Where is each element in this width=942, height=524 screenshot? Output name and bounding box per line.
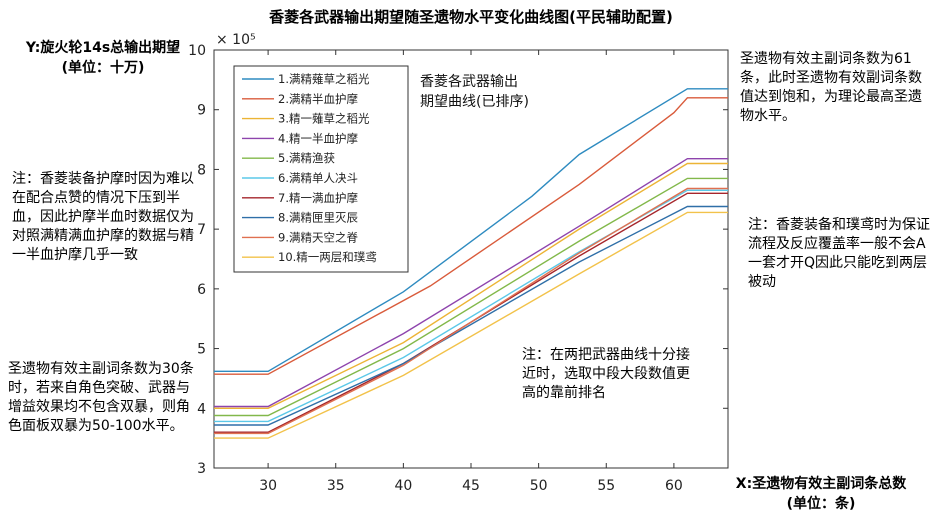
x-axis-title-line1: X:圣遗物有效主副词条总数 [735,476,907,492]
legend-entry-4: 4.精一半血护摩 [278,131,358,145]
x-tick-label: 35 [327,478,345,494]
legend-entry-7: 7.精一满血护摩 [278,191,358,205]
series-lines [214,88,728,439]
y-tick-label: 8 [197,162,206,178]
x-axis-title-line2: (单位：条) [786,496,856,512]
y-tick-label: 4 [197,401,206,417]
note-left-top: 注：香菱装备护摩时因为难以在配合点赞的情况下压到半血，因此护摩半血时数据仅为对照… [12,171,194,263]
series-line-2 [214,97,728,375]
legend-entry-10: 10.精一两层和璞鸢 [278,250,377,264]
y-tick-label: 3 [197,461,206,477]
chart-title: 香菱各武器输出期望随圣遗物水平变化曲线图(平民辅助配置) [269,8,673,26]
series-line-3 [214,162,728,409]
x-tick-label: 50 [530,478,548,494]
y-tick-label: 5 [197,342,206,358]
legend-entry-2: 2.满精半血护摩 [278,92,358,106]
x-tick-label: 45 [462,478,480,494]
x-tick-label: 60 [665,478,683,494]
legend-entry-8: 8.满精匣里灭辰 [278,211,358,225]
series-line-1 [214,88,728,372]
y-axis-title-line2: (单位：十万) [61,60,145,76]
note-right-top: 圣遗物有效主副词条数为61条，此时圣遗物有效副词条数值达到饱和，为理论最高圣遗物… [740,51,922,124]
y-tick-label: 10 [188,43,206,59]
note-inside-plot: 注：在两把武器曲线十分接近时，选取中段大段数值更高的靠前排名 [522,347,690,401]
y-tick-label: 9 [197,103,206,119]
x-tick-label: 30 [259,478,277,494]
legend-entry-5: 5.满精渔获 [278,151,335,165]
series-line-9 [214,187,728,435]
series-line-10 [214,211,728,439]
series-line-6 [214,189,728,423]
x-tick-label: 40 [394,478,412,494]
chart-annotation-line1: 香菱各武器输出 [420,74,518,90]
legend: 1.满精薙草之稻光 2.满精半血护摩 3.精一薙草之稻光 4.精一半血护摩 5.满精渔获… [233,65,409,273]
x-tick-label: 55 [597,478,615,494]
legend-entry-1: 1.满精薙草之稻光 [278,72,370,86]
legend-entry-3: 3.精一薙草之稻光 [278,112,370,126]
series-line-5 [214,177,728,417]
y-exponent-label: × 10⁵ [216,32,256,48]
legend-entry-9: 9.满精天空之脊 [278,230,358,244]
note-right-bottom: 注：香菱装备和璞鸢时为保证流程及反应覆盖率一般不会A一套才开Q因此只能吃到两层被… [748,217,930,290]
y-axis-title-line1: Y:旋火轮14s总输出期望 [25,40,181,56]
chart-annotation-line2: 期望曲线(已排序) [420,94,529,110]
y-tick-label: 6 [197,282,206,298]
series-line-8 [214,205,728,426]
y-axis-title: Y:旋火轮14s总输出期望 (单位：十万) [8,38,198,78]
series-line-4 [214,157,728,408]
note-left-bottom: 圣遗物有效主副词条数为30条时，若来自角色突破、武器与增益效果均不包含双暴，则角… [8,361,194,434]
y-tick-label: 7 [197,222,206,238]
x-axis-title: X:圣遗物有效主副词条总数 (单位：条) [706,474,936,514]
legend-entry-6: 6.满精单人决斗 [278,171,358,185]
